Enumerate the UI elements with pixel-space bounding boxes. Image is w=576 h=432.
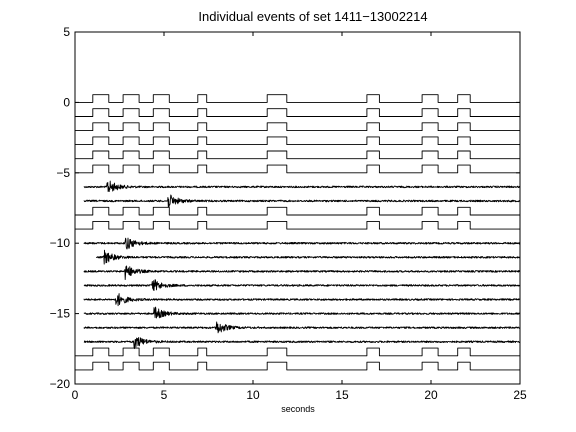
trace-8: [83, 194, 521, 208]
trace-11: [83, 237, 521, 250]
y-tick-label: −15: [50, 307, 71, 321]
trace-7: [83, 180, 521, 193]
ticks-group: 0 5 10 15 20 25 5 0 −5 −10 −15 −20: [50, 25, 527, 402]
y-tick-label: 0: [63, 95, 70, 109]
traces-group: [75, 94, 521, 371]
trace-16: [83, 306, 521, 319]
chart-title: Individual events of set 1411−13002214: [198, 9, 427, 24]
x-tick-label: 0: [72, 388, 79, 402]
trace-17: [83, 321, 521, 334]
trace-2: [75, 108, 520, 117]
x-tick-label: 5: [161, 388, 168, 402]
trace-14: [83, 279, 521, 291]
y-tick-label: −20: [50, 377, 71, 391]
x-tick-label: 20: [424, 388, 438, 402]
x-axis-label: seconds: [281, 404, 315, 414]
x-tick-label: 10: [246, 388, 260, 402]
trace-1: [75, 94, 520, 103]
x-tick-label: 25: [513, 388, 527, 402]
trace-12: [95, 249, 521, 265]
trace-13: [83, 265, 521, 281]
y-tick-label: −5: [56, 166, 70, 180]
trace-4: [75, 136, 520, 146]
x-tick-label: 15: [335, 388, 349, 402]
trace-15: [83, 293, 521, 307]
y-tick-label: −10: [50, 236, 71, 250]
y-tick-label: 5: [63, 25, 70, 39]
trace-5: [75, 150, 520, 160]
trace-18: [83, 336, 521, 350]
plot-frame: [74, 31, 521, 385]
trace-20: [75, 361, 520, 371]
trace-6: [75, 164, 520, 174]
trace-10: [75, 220, 520, 230]
trace-19: [75, 347, 520, 357]
trace-3: [75, 122, 520, 132]
trace-9: [75, 206, 520, 216]
